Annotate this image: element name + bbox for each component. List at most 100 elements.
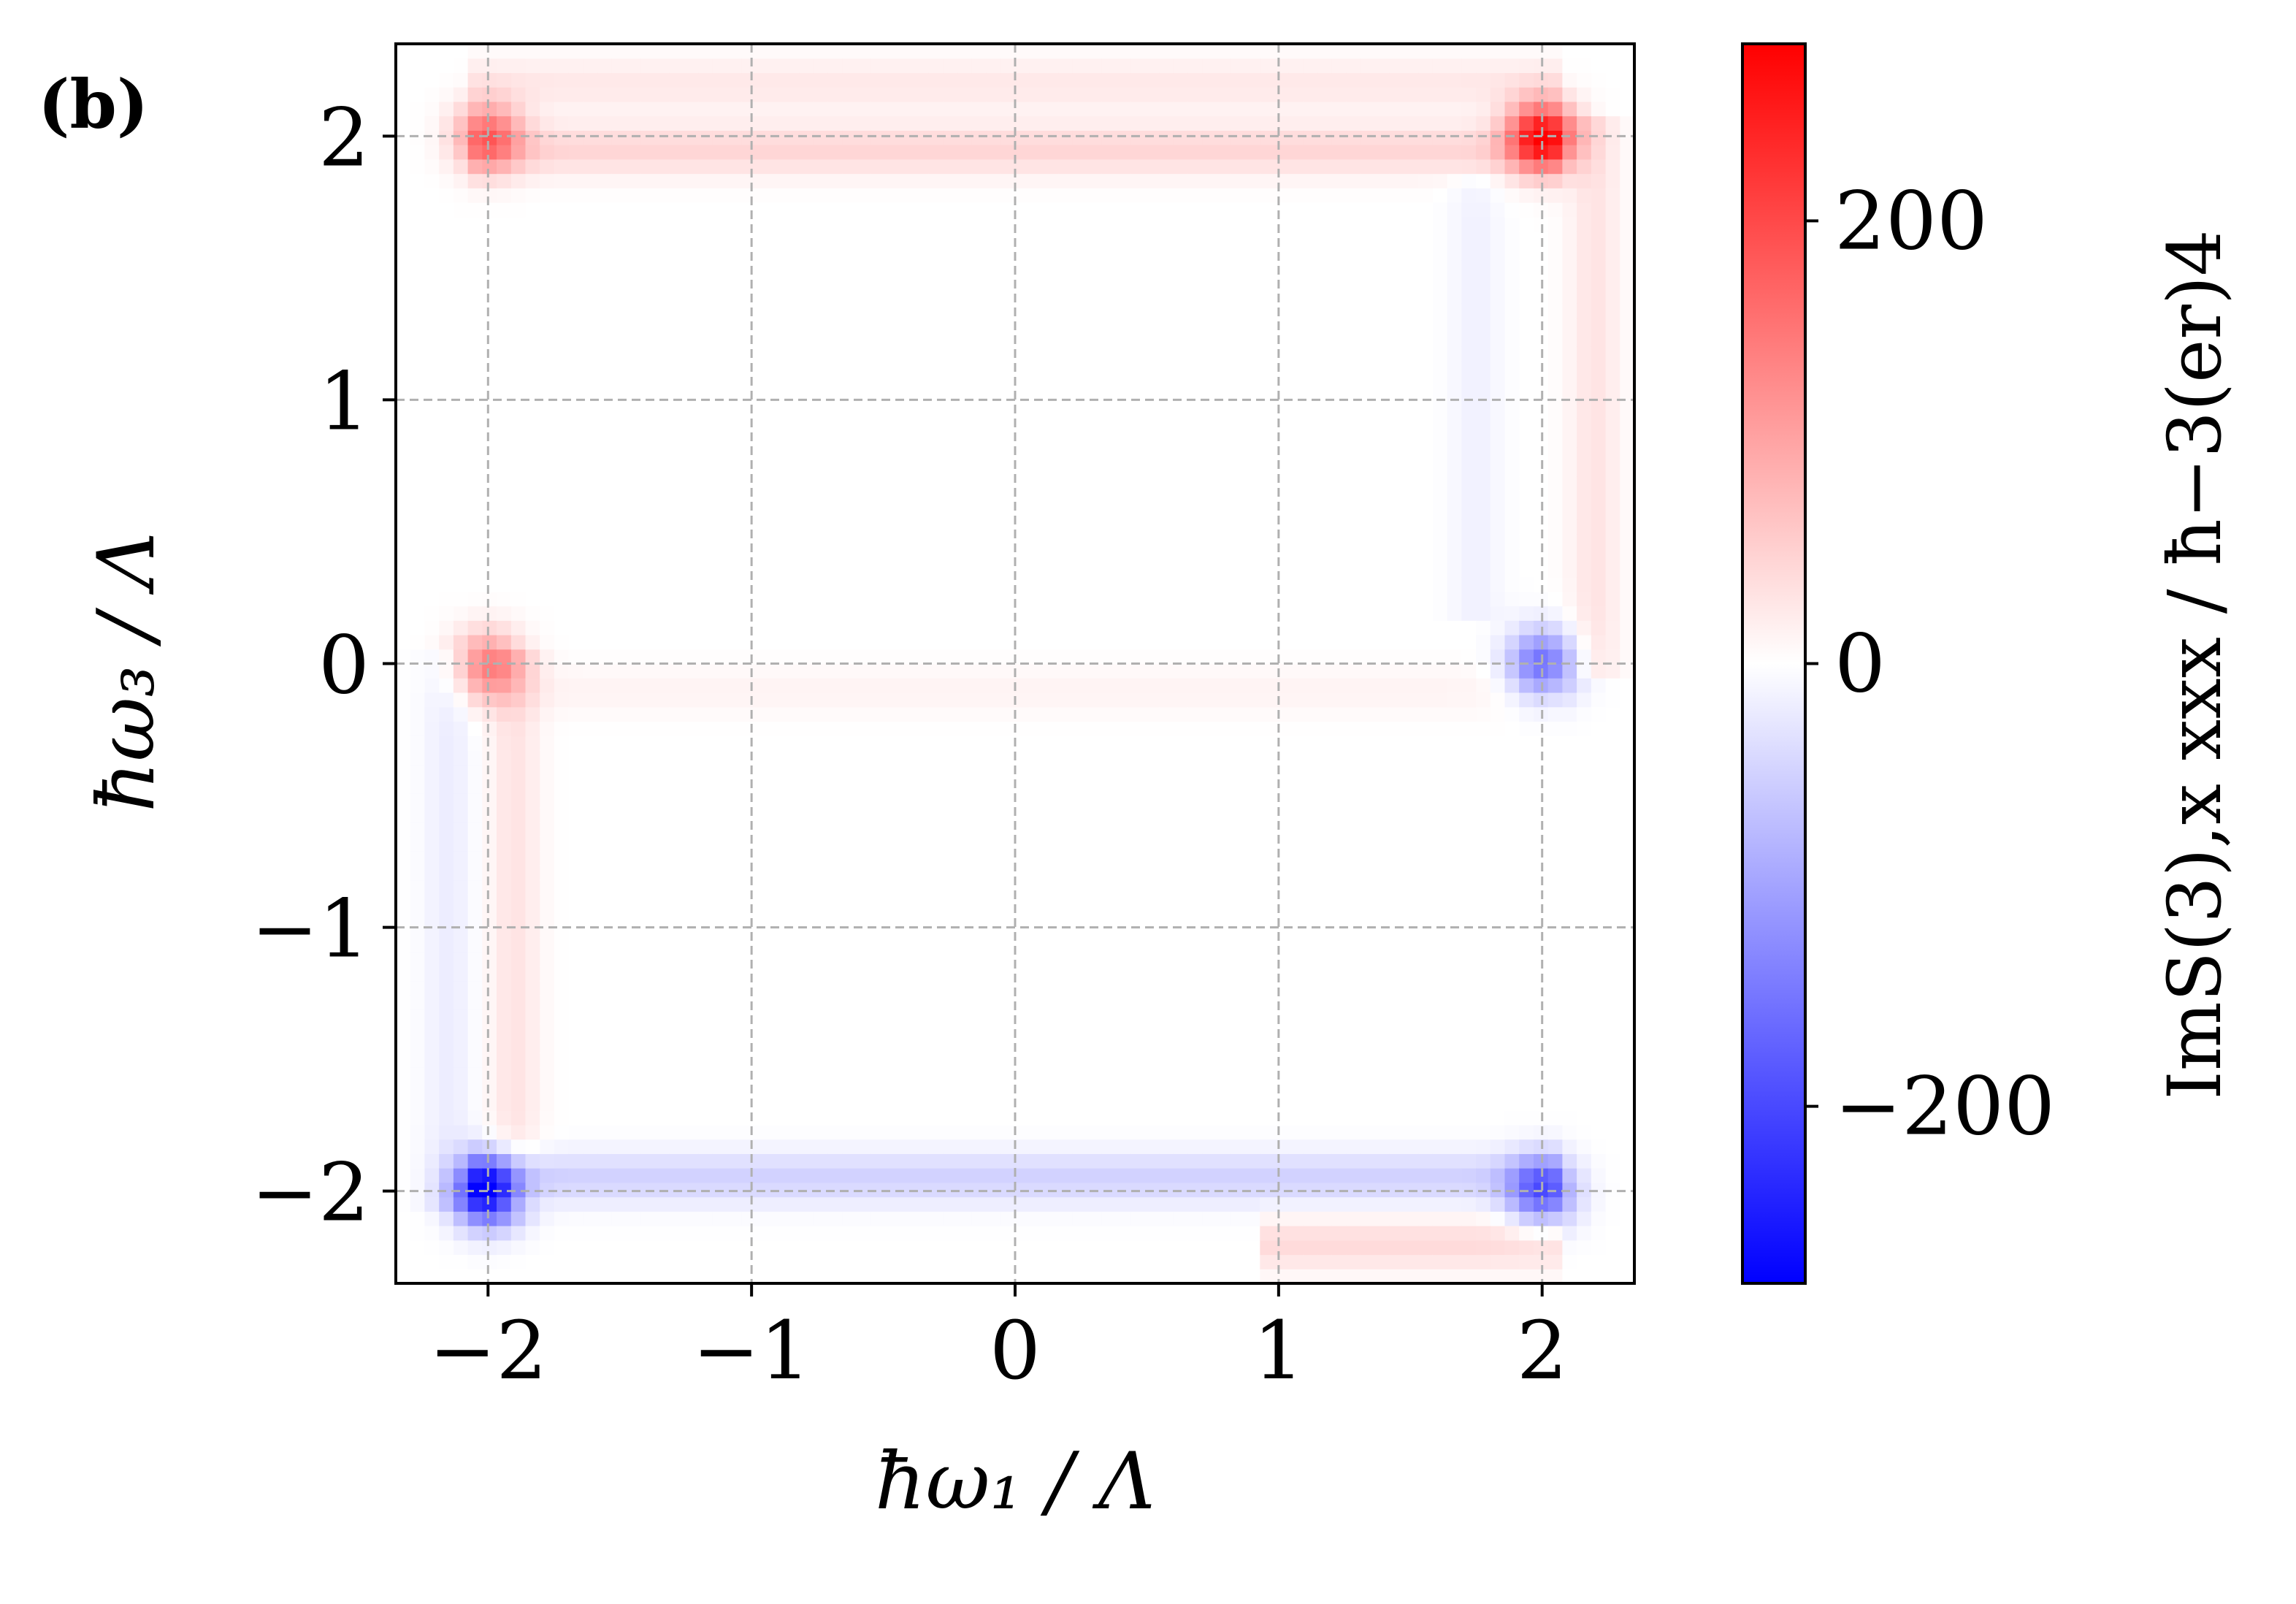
heatmap-cell [684,966,699,982]
heatmap-cell [827,1038,843,1053]
heatmap-cell [1058,706,1074,722]
heatmap-cell [540,620,555,635]
heatmap-cell [1144,375,1160,391]
heatmap-cell [554,909,570,924]
heatmap-cell [1130,909,1146,924]
heatmap-cell [756,980,771,996]
heatmap-cell [467,1009,483,1025]
heatmap-cell [684,260,699,275]
heatmap-cell [467,1124,483,1140]
heatmap-cell [784,591,800,607]
heatmap-cell [1202,159,1217,175]
heatmap-cell [1217,375,1232,391]
heatmap-cell [1000,793,1016,809]
heatmap-cell [439,764,454,779]
heatmap-cell [1015,721,1030,736]
heatmap-cell [1072,1110,1088,1126]
heatmap-cell [741,635,757,650]
heatmap-cell [1159,865,1174,881]
heatmap-cell [914,649,930,665]
heatmap-cell [1159,375,1174,391]
heatmap-cell [1101,879,1117,895]
heatmap-cell [870,620,887,635]
heatmap-cell [986,1038,1001,1053]
heatmap-cell [453,447,469,462]
heatmap-cell [611,490,627,505]
heatmap-cell [1000,432,1016,448]
heatmap-cell [900,635,915,650]
heatmap-cell [1072,980,1088,996]
heatmap-cell [684,389,699,405]
heatmap-cell [583,937,598,952]
heatmap-cell [453,1110,469,1126]
heatmap-cell [1044,749,1059,765]
heatmap-cell [597,404,613,419]
heatmap-cell [1202,1081,1217,1096]
heatmap-cell [1058,375,1074,391]
heatmap-cell [568,879,583,895]
heatmap-cell [799,173,814,188]
heatmap-cell [827,548,843,563]
heatmap-cell [540,375,555,391]
heatmap-cell [453,173,469,188]
heatmap-cell [943,548,958,563]
heatmap-cell [1144,389,1160,405]
heatmap-cell [698,1053,713,1068]
heatmap-cell [900,1009,915,1025]
heatmap-cell [857,389,872,405]
heatmap-cell [900,216,915,232]
heatmap-cell [842,952,857,967]
heatmap-cell [655,346,670,362]
heatmap-cell [857,995,872,1010]
heatmap-cell [669,101,684,117]
heatmap-cell [510,188,527,203]
heatmap-cell [568,404,583,419]
heatmap-cell [842,260,857,275]
heatmap-cell [770,419,785,434]
heatmap-cell [554,216,570,232]
heatmap-cell [813,87,829,102]
heatmap-cell [1144,721,1160,736]
heatmap-cell [770,577,785,592]
heatmap-cell [986,793,1001,809]
heatmap-cell [885,980,900,996]
heatmap-cell [1087,1139,1102,1154]
heatmap-cell [669,649,684,665]
heatmap-cell [626,505,641,520]
heatmap-cell [756,1110,771,1126]
heatmap-cell [1087,966,1102,982]
heatmap-cell [1173,375,1189,391]
heatmap-cell [482,289,497,304]
heatmap-cell [1173,505,1189,520]
heatmap-cell [1173,1254,1189,1269]
heatmap-cell [1029,188,1044,203]
heatmap-cell [611,606,627,621]
heatmap-cell [1202,966,1217,982]
heatmap-cell [885,749,900,765]
heatmap-cell [870,389,887,405]
heatmap-cell [655,202,670,218]
heatmap-cell [1058,202,1074,218]
heatmap-cell [957,44,973,59]
heatmap-cell [583,101,598,117]
heatmap-cell [669,894,684,909]
heatmap-cell [870,749,887,765]
heatmap-cell [1217,721,1232,736]
heatmap-cell [842,432,857,448]
heatmap-cell [611,1196,627,1212]
heatmap-cell [655,1081,670,1096]
heatmap-cell [1058,663,1074,679]
heatmap-cell [410,533,425,549]
heatmap-cell [1058,289,1074,304]
heatmap-cell [827,1009,843,1025]
heatmap-cell [842,216,857,232]
heatmap-cell [1202,44,1217,59]
heatmap-cell [396,1139,411,1154]
heatmap-cell [1159,432,1174,448]
heatmap-cell [453,533,469,549]
heatmap-cell [684,980,699,996]
heatmap-cell [467,245,483,261]
heatmap-cell [1000,1226,1016,1241]
heatmap-cell [655,462,670,477]
heatmap-cell [1101,58,1117,73]
